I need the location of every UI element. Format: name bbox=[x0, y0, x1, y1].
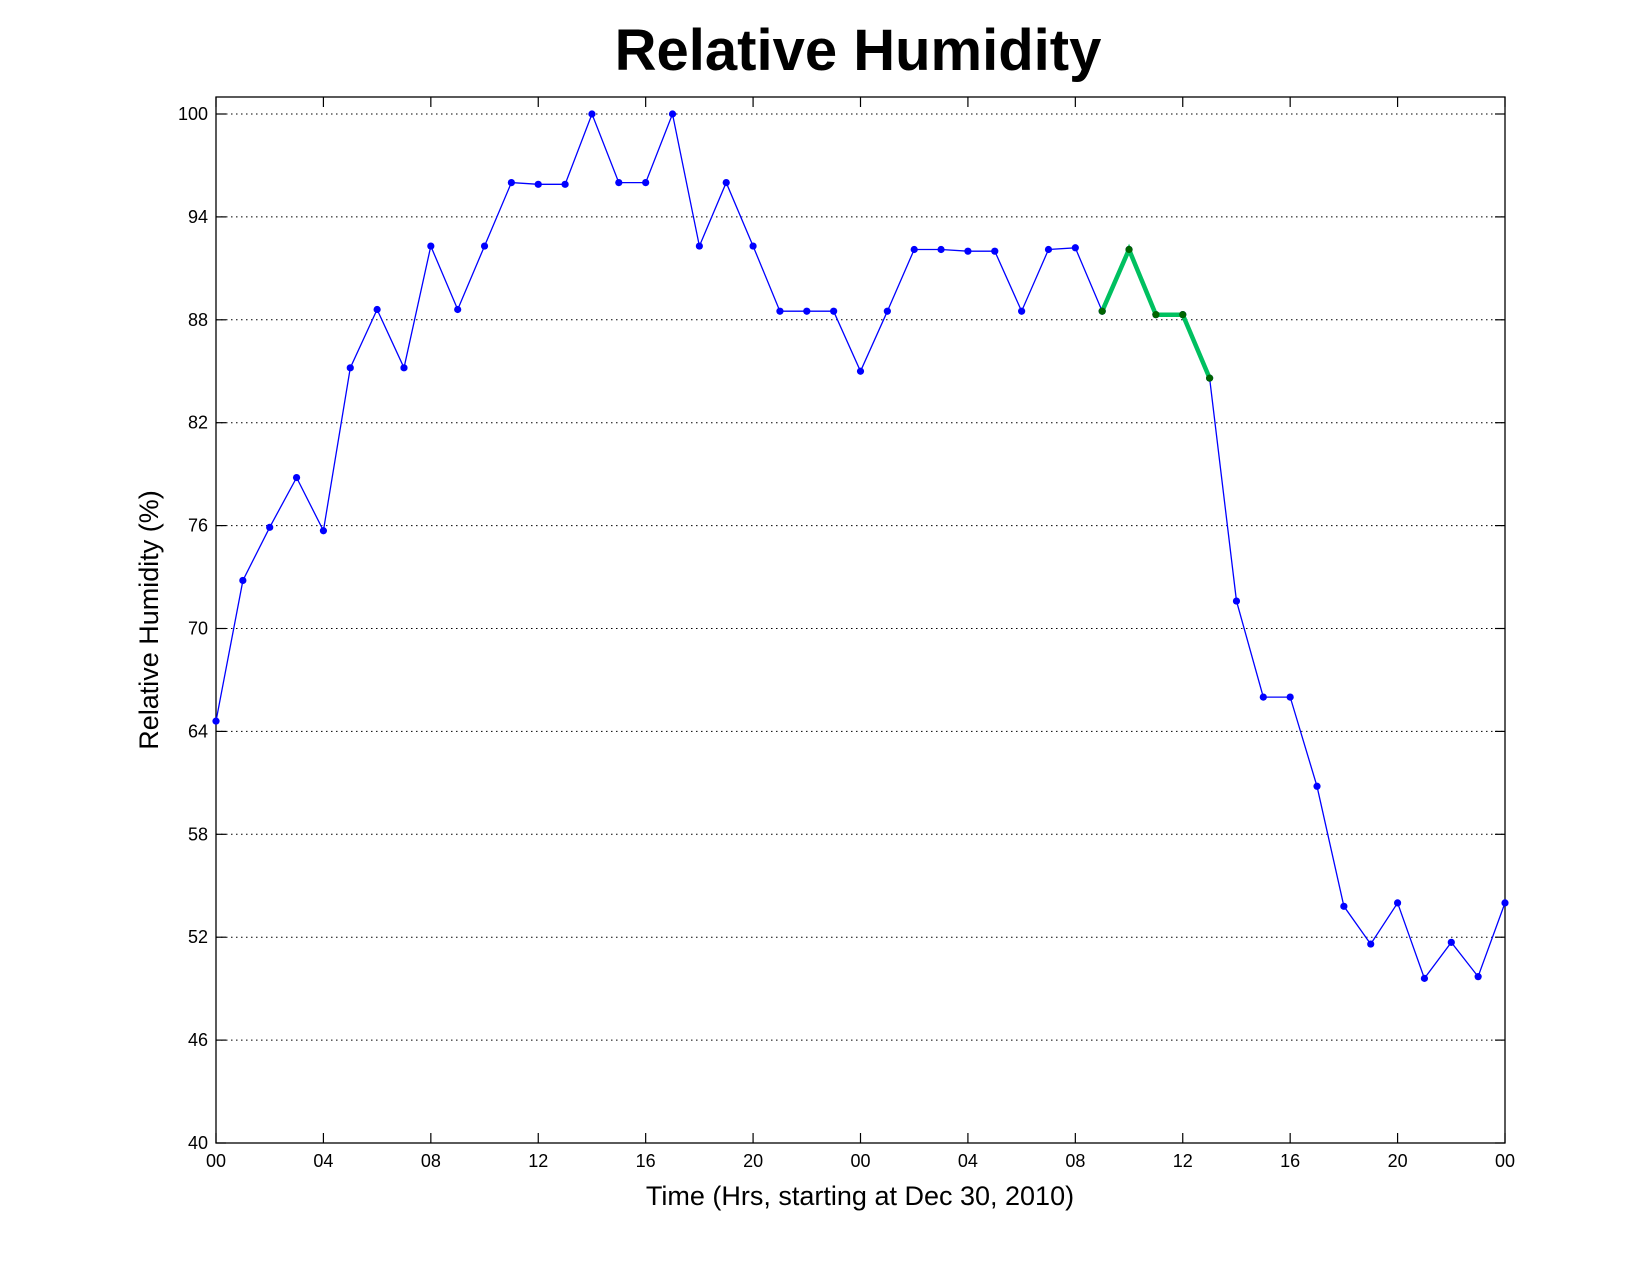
data-point bbox=[400, 364, 408, 372]
data-point bbox=[292, 473, 301, 482]
data-point bbox=[1447, 938, 1455, 946]
y-tick-label: 46 bbox=[188, 1030, 208, 1050]
data-point bbox=[507, 179, 515, 187]
data-point bbox=[1098, 307, 1106, 315]
x-axis-label: Time (Hrs, starting at Dec 30, 2010) bbox=[646, 1181, 1074, 1211]
data-point bbox=[1313, 782, 1321, 790]
data-point bbox=[749, 242, 757, 250]
data-point bbox=[212, 717, 220, 725]
x-tick-label: 04 bbox=[313, 1151, 333, 1171]
data-point bbox=[1071, 244, 1079, 252]
data-point bbox=[1340, 902, 1348, 910]
data-point bbox=[1420, 974, 1429, 982]
data-point bbox=[427, 242, 435, 250]
data-point bbox=[561, 180, 569, 188]
x-tick-label: 04 bbox=[958, 1151, 978, 1171]
series-0 bbox=[212, 110, 1509, 982]
data-point bbox=[1286, 693, 1294, 701]
x-tick-label: 12 bbox=[528, 1151, 548, 1171]
data-point bbox=[1018, 307, 1026, 315]
series-line bbox=[215, 111, 1506, 980]
grid-lines bbox=[216, 113, 1505, 1041]
data-point bbox=[1367, 940, 1375, 948]
data-point bbox=[1206, 374, 1214, 382]
data-point bbox=[937, 245, 945, 254]
data-point bbox=[534, 180, 542, 188]
x-tick-label: 20 bbox=[743, 1151, 763, 1171]
x-tick-label: 00 bbox=[1495, 1151, 1515, 1171]
data-series bbox=[212, 110, 1509, 982]
x-tick-label: 16 bbox=[636, 1151, 656, 1171]
data-point bbox=[266, 523, 274, 531]
y-tick-label: 40 bbox=[188, 1133, 208, 1153]
data-point bbox=[991, 247, 999, 255]
y-tick-label: 52 bbox=[188, 927, 208, 947]
y-tick-label: 70 bbox=[188, 619, 208, 639]
y-axis-label: Relative Humidity (%) bbox=[134, 490, 164, 750]
data-point bbox=[480, 242, 489, 250]
x-tick-label: 08 bbox=[421, 1151, 441, 1171]
x-tick-label: 00 bbox=[206, 1151, 226, 1171]
chart-title: Relative Humidity bbox=[615, 18, 1102, 83]
data-point bbox=[803, 307, 811, 315]
y-tick-label: 64 bbox=[188, 721, 208, 741]
data-point bbox=[1125, 245, 1133, 254]
data-point bbox=[1259, 693, 1267, 701]
data-point bbox=[454, 305, 462, 314]
y-tick-label: 88 bbox=[188, 310, 208, 330]
y-tick-label: 100 bbox=[178, 104, 208, 124]
data-point bbox=[373, 305, 381, 314]
y-tick-label: 76 bbox=[188, 516, 208, 536]
data-point bbox=[668, 110, 677, 118]
data-point bbox=[588, 110, 596, 118]
data-point bbox=[319, 527, 328, 535]
x-tick-label: 20 bbox=[1388, 1151, 1408, 1171]
x-tick-label: 08 bbox=[1065, 1151, 1085, 1171]
y-tick-label: 58 bbox=[188, 824, 208, 844]
data-point bbox=[910, 245, 918, 254]
plot-frame bbox=[215, 96, 1506, 1144]
y-tick-label: 82 bbox=[188, 413, 208, 433]
x-tick-label: 16 bbox=[1280, 1151, 1300, 1171]
data-point bbox=[776, 307, 784, 315]
data-point bbox=[1179, 311, 1187, 319]
data-point bbox=[964, 247, 972, 255]
data-point bbox=[1152, 311, 1160, 319]
x-tick-label: 12 bbox=[1173, 1151, 1193, 1171]
data-point bbox=[615, 179, 623, 187]
data-point bbox=[830, 307, 838, 315]
data-point bbox=[856, 367, 865, 375]
axis-ticks: 40 46 52 58 64 70 76 82 88 94 100 00 04 08 12 16 20 00 04 0… bbox=[178, 97, 1515, 1171]
data-point bbox=[346, 364, 354, 372]
data-point bbox=[1501, 899, 1509, 907]
y-tick-label: 94 bbox=[188, 207, 208, 227]
data-point bbox=[1044, 245, 1053, 254]
data-point bbox=[883, 307, 891, 315]
data-point bbox=[722, 179, 730, 187]
data-point bbox=[1393, 899, 1402, 907]
data-point bbox=[642, 179, 650, 187]
x-tick-label: 00 bbox=[850, 1151, 870, 1171]
data-point bbox=[1232, 597, 1241, 605]
data-point bbox=[1474, 973, 1482, 981]
data-point bbox=[239, 576, 247, 585]
data-point bbox=[695, 242, 703, 250]
series-1 bbox=[1098, 243, 1214, 382]
